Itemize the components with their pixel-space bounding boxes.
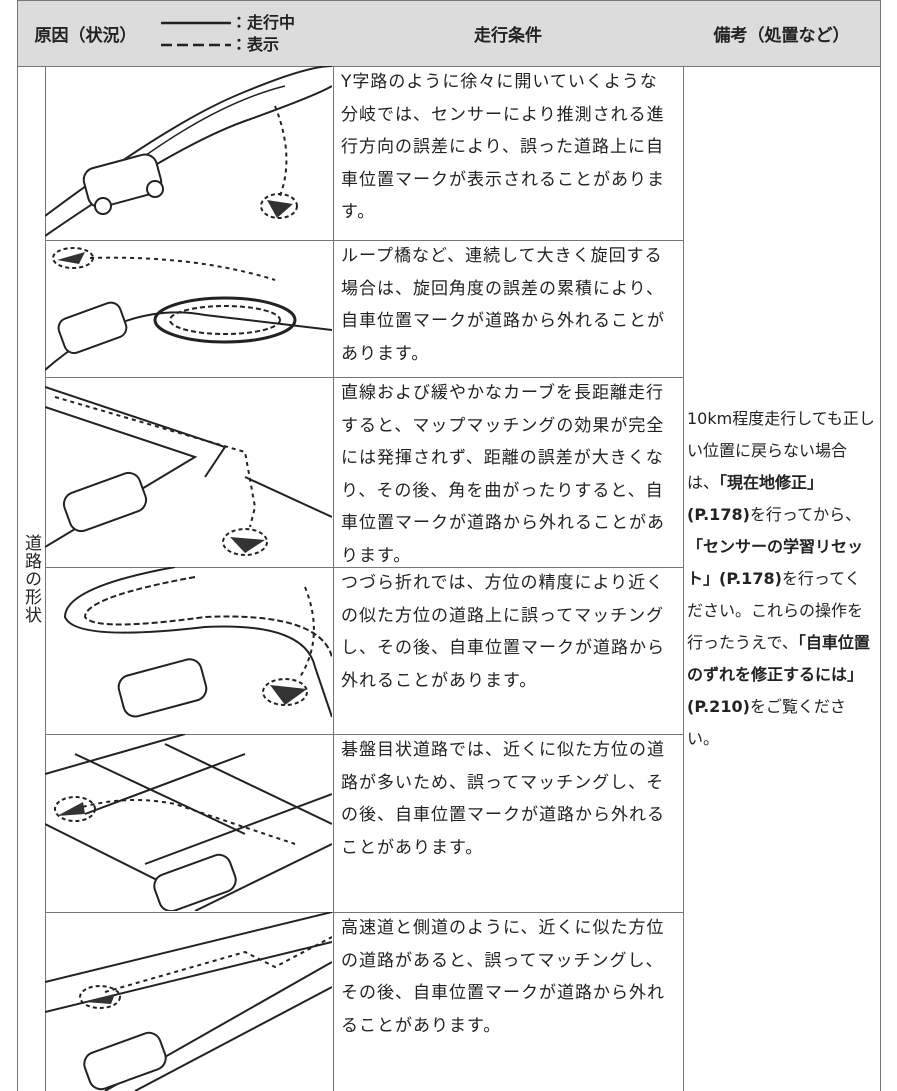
remarks-segment: を行ってから、 (749, 504, 862, 524)
remarks-link-text: 「現在地修正」(P.178) (687, 472, 824, 524)
road-drawing (45, 66, 332, 237)
remarks-segment: 10km程度走行しても正しい位置に戻らない場合は、 (687, 408, 875, 492)
legend-lines (161, 21, 231, 47)
header-cause: 原因（状況） (17, 0, 154, 67)
legend-display: ：表示 (231, 35, 280, 54)
road-drawing (45, 247, 332, 371)
condition-text: ループ橋など、連続して大きく旋回する場合は、旋回角度の誤差の累積により、自車位置… (333, 240, 684, 378)
illustration-loop-bridge (45, 240, 334, 378)
condition-text: Y字路のように徐々に開いていくような分岐では、センサーにより推測される進行方向の… (333, 66, 684, 241)
category-label: 道路の形状 (17, 66, 46, 1091)
remarks-text: 10km程度走行しても正しい位置に戻らない場合は、「現在地修正」(P.178)を… (687, 403, 876, 755)
header-remarks: 備考（処置など） (683, 0, 881, 67)
remarks-segment: をご覧ください。 (687, 696, 846, 748)
remarks-link-text: 「センサーの学習リセット」(P.178) (687, 536, 864, 588)
remarks-segment: を行ってください。これらの操作を行ったうえで、 (687, 568, 864, 652)
remarks: 10km程度走行しても正しい位置に戻らない場合は、「現在地修正」(P.178)を… (683, 66, 881, 1091)
legend-driving: ：走行中 (231, 13, 296, 32)
header-legend: ：走行中 ：表示 (153, 0, 334, 67)
illustration-long-straight (45, 377, 334, 568)
road-drawing (45, 734, 332, 911)
condition-text: 碁盤目状道路では、近くに似た方位の道路が多いため、誤ってマッチングし、その後、自… (333, 734, 684, 913)
condition-text: つづら折れでは、方位の精度により近くの似た方位の道路上に誤ってマッチングし、その… (333, 567, 684, 735)
condition-text: 直線および緩やかなカーブを長距離走行すると、マップマッチングの効果が完全には発揮… (333, 377, 684, 568)
condition-text: 高速道と側道のように、近くに似た方位の道路があると、誤ってマッチングし、その後、… (333, 912, 684, 1091)
illustration-zigzag (45, 567, 334, 735)
road-drawing (45, 386, 332, 556)
remarks-link-text: 「自車位置のずれを修正するには」(P.210) (687, 632, 870, 716)
header-condition: 走行条件 (333, 0, 684, 67)
illustration-expressway (45, 912, 334, 1091)
illustration-y-junction (45, 66, 334, 241)
road-drawing (63, 567, 332, 718)
road-drawing (45, 912, 332, 1091)
illustration-grid (45, 734, 334, 913)
